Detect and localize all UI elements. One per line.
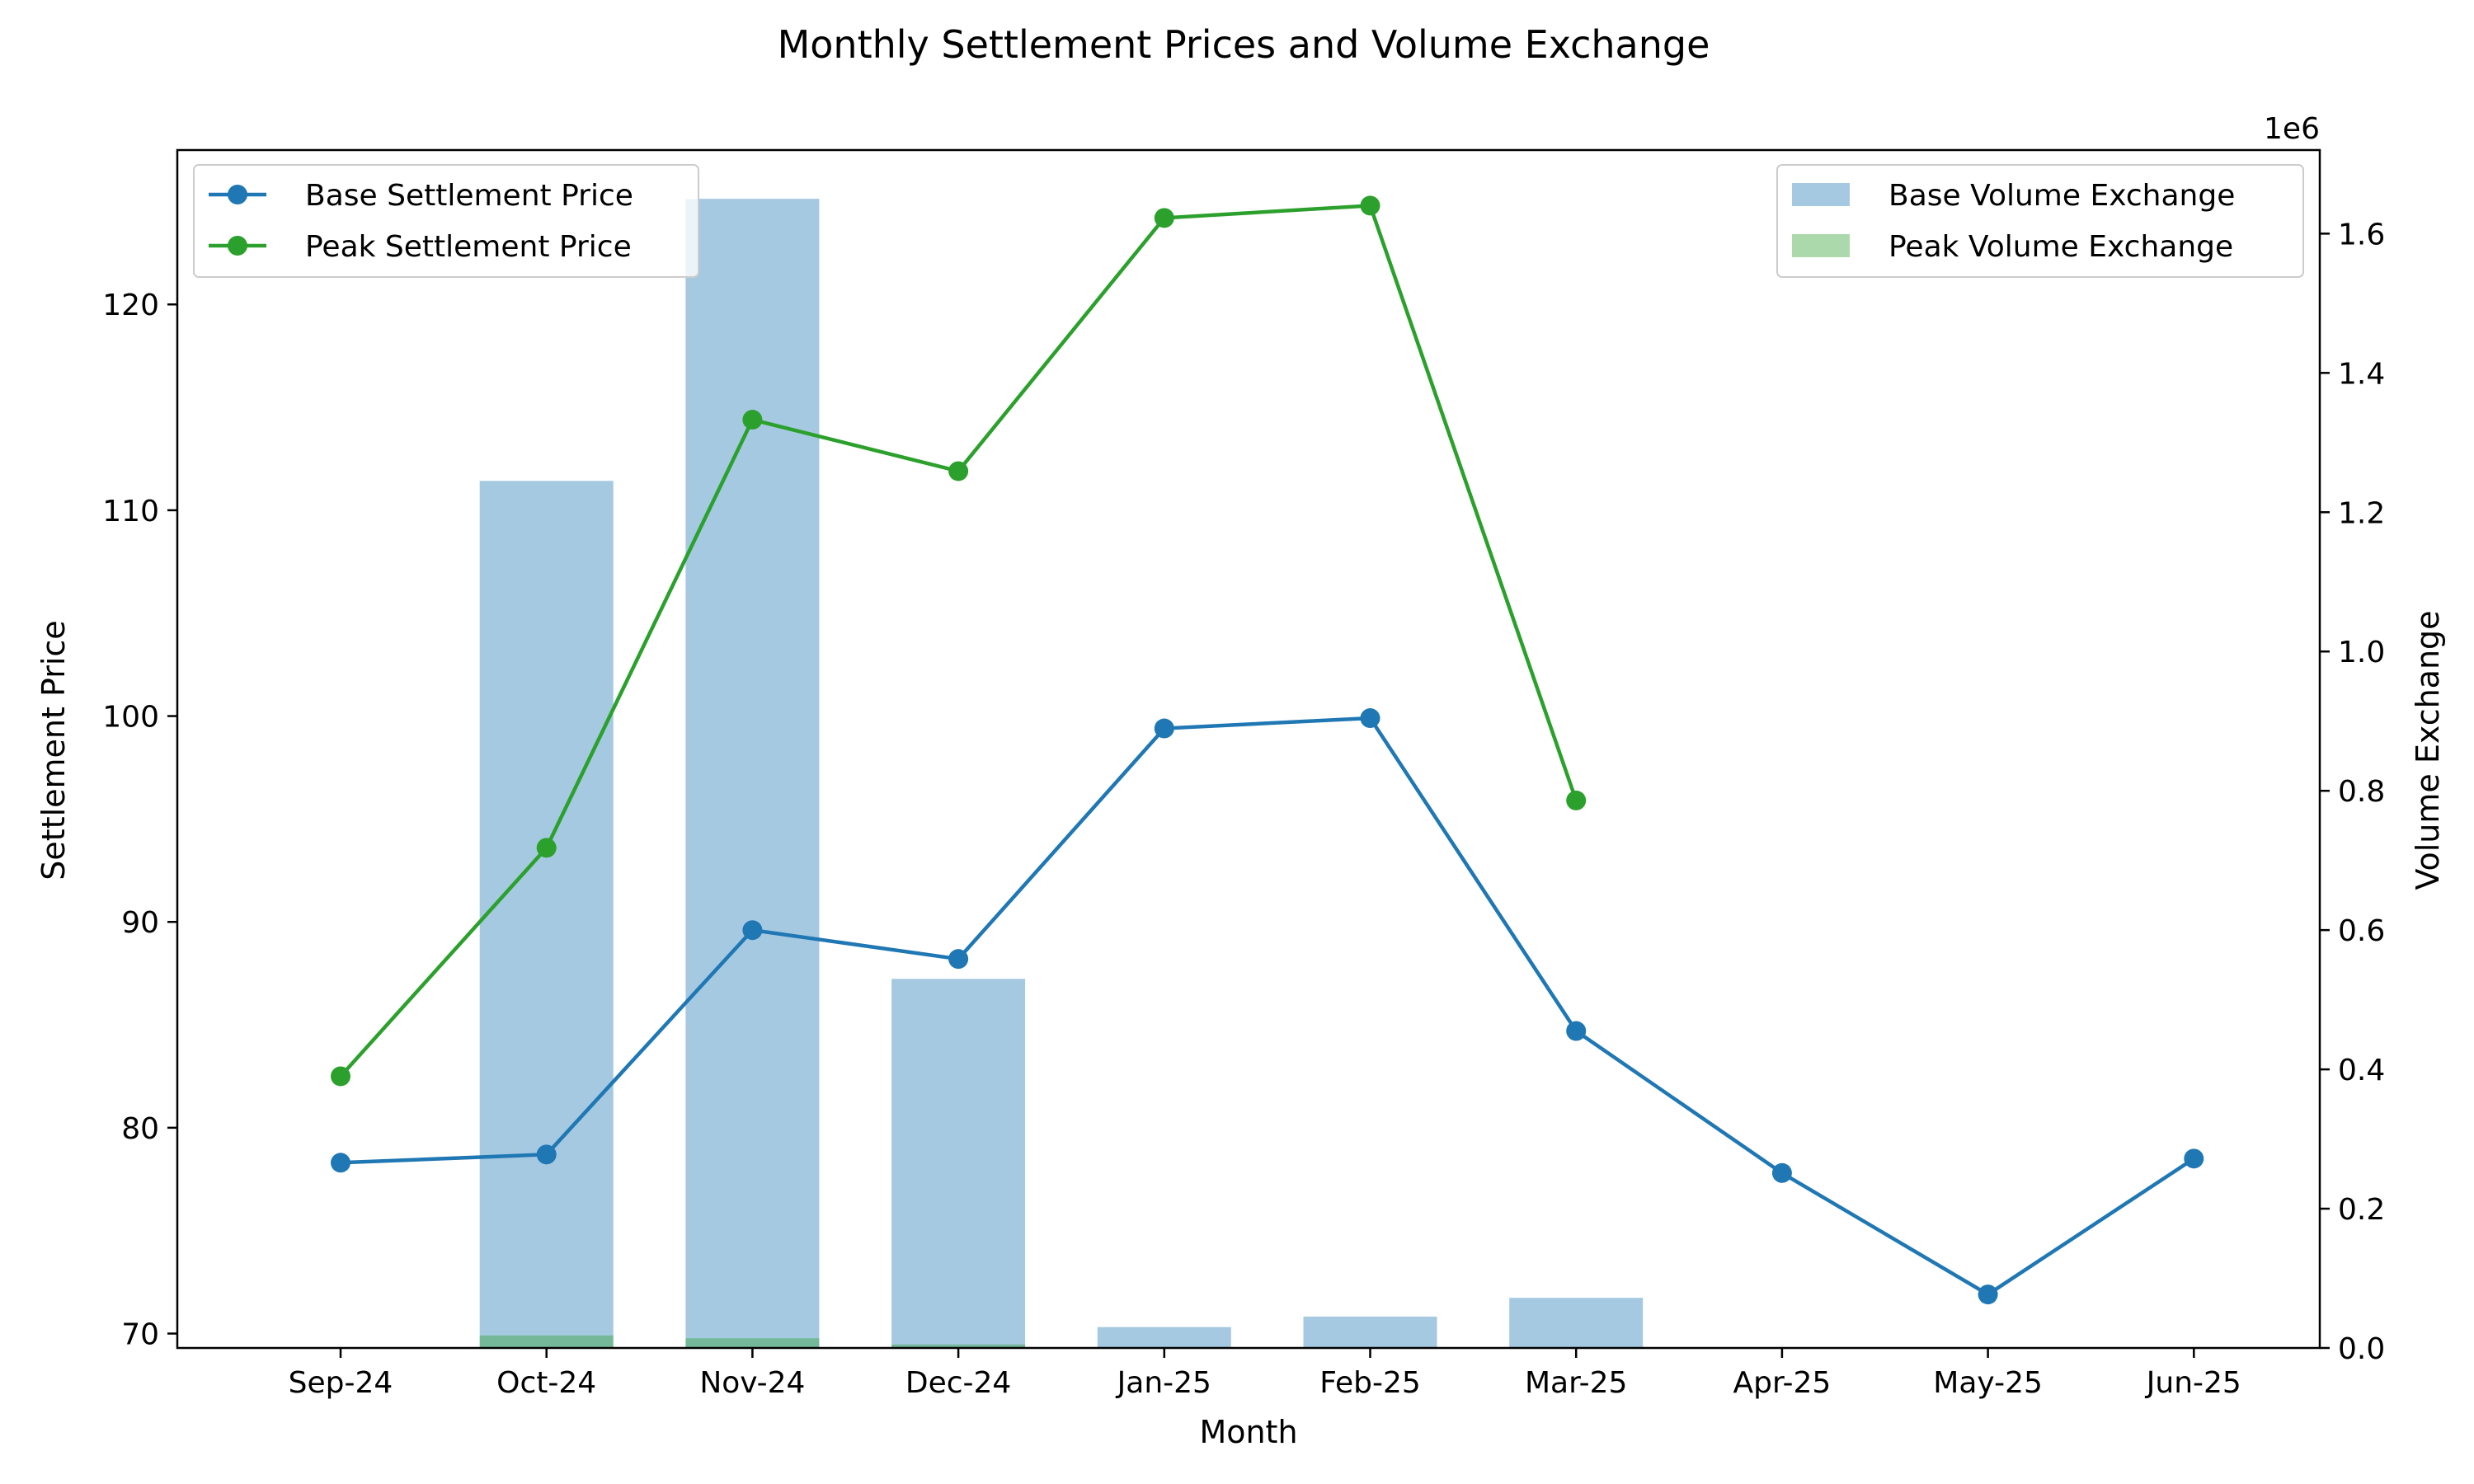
legend-label-base-settlement-price: Base Settlement Price xyxy=(305,179,633,213)
x-tick-label-May-25: May-25 xyxy=(1933,1366,2043,1400)
chart-title: Monthly Settlement Prices and Volume Exc… xyxy=(778,22,1710,67)
y-left-tick-label-80: 80 xyxy=(121,1112,159,1146)
legend-lines: Base Settlement Price Peak Settlement Pri… xyxy=(193,164,699,278)
y-right-tick-label-0: 0.0 xyxy=(2338,1332,2385,1366)
point-peak-Mar-25 xyxy=(1566,790,1587,810)
point-base-Feb-25 xyxy=(1360,708,1380,729)
x-axis: Sep-24 Oct-24 Nov-24 Dec-24 Jan-25 Feb-25 Mar-… xyxy=(289,1348,2241,1400)
y-right-tick-label-4: 0.8 xyxy=(2338,775,2385,809)
point-base-Apr-25 xyxy=(1771,1162,1792,1183)
bar-peak-Oct-24 xyxy=(479,1335,614,1348)
bar-base-Jan-25 xyxy=(1097,1327,1231,1348)
point-base-Dec-24 xyxy=(948,949,969,970)
y-axis-right: 0.0 0.2 0.4 0.6 0.8 1.0 1.2 1.4 1.6 xyxy=(2320,218,2385,1366)
y-right-tick-label-7: 1.4 xyxy=(2338,357,2385,391)
bar-peak-Nov-24 xyxy=(685,1338,820,1348)
point-base-Oct-24 xyxy=(536,1144,557,1165)
bar-base-Dec-24 xyxy=(891,979,1026,1348)
point-base-May-25 xyxy=(1978,1284,1998,1305)
point-peak-Oct-24 xyxy=(536,838,557,858)
point-peak-Dec-24 xyxy=(948,461,969,481)
y-left-tick-label-90: 90 xyxy=(121,906,159,940)
y-right-tick-label-3: 0.6 xyxy=(2338,914,2385,948)
bar-base-Feb-25 xyxy=(1303,1316,1437,1348)
y-left-tick-label-120: 120 xyxy=(102,289,159,322)
point-peak-Sep-24 xyxy=(331,1066,350,1087)
x-axis-title: Month xyxy=(1199,1414,1297,1450)
legend-swatch-peak-volume xyxy=(1792,234,1850,257)
x-tick-label-Sep-24: Sep-24 xyxy=(289,1366,393,1400)
bar-base-Nov-24 xyxy=(685,199,820,1348)
y-left-tick-label-100: 100 xyxy=(102,701,159,735)
bars-layer xyxy=(479,199,1644,1348)
legend-marker-base xyxy=(228,185,247,204)
y-axis-right-multiplier: 1e6 xyxy=(2264,112,2320,146)
point-base-Mar-25 xyxy=(1566,1021,1587,1041)
legend-label-base-volume-exchange: Base Volume Exchange xyxy=(1888,179,2235,213)
point-base-Nov-24 xyxy=(742,920,763,941)
x-tick-label-Dec-24: Dec-24 xyxy=(905,1366,1011,1400)
y-right-tick-label-8: 1.6 xyxy=(2338,218,2385,251)
line-base-settlement-price xyxy=(340,716,2195,1297)
x-tick-label-Mar-25: Mar-25 xyxy=(1525,1366,1627,1400)
point-base-Sep-24 xyxy=(331,1153,350,1173)
bar-base-Mar-25 xyxy=(1509,1298,1644,1348)
point-base-Jan-25 xyxy=(1154,718,1174,739)
point-base-Jun-25 xyxy=(2184,1148,2204,1169)
x-tick-label-Nov-24: Nov-24 xyxy=(699,1366,805,1400)
x-tick-label-Oct-24: Oct-24 xyxy=(496,1366,596,1400)
y-axis-left-title: Settlement Price xyxy=(35,620,72,880)
legend-label-peak-volume-exchange: Peak Volume Exchange xyxy=(1888,230,2233,264)
y-left-tick-label-70: 70 xyxy=(121,1318,159,1352)
y-right-tick-label-1: 0.2 xyxy=(2338,1193,2385,1227)
y-axis-left: 70 80 90 100 110 120 xyxy=(102,289,177,1352)
bar-base-Oct-24 xyxy=(479,481,614,1348)
legend-swatch-base-volume xyxy=(1792,183,1850,206)
x-tick-label-Jun-25: Jun-25 xyxy=(2145,1366,2241,1400)
lines-layer xyxy=(331,195,2204,1305)
legend-label-peak-settlement-price: Peak Settlement Price xyxy=(305,230,632,264)
y-left-tick-label-110: 110 xyxy=(102,495,159,528)
x-tick-label-Feb-25: Feb-25 xyxy=(1319,1366,1421,1400)
legend-marker-peak xyxy=(228,236,247,256)
y-right-tick-label-5: 1.0 xyxy=(2338,636,2385,669)
point-peak-Jan-25 xyxy=(1154,208,1174,228)
y-right-tick-label-6: 1.2 xyxy=(2338,496,2385,530)
plot-frame xyxy=(176,148,2321,1350)
point-peak-Feb-25 xyxy=(1360,195,1380,216)
point-peak-Nov-24 xyxy=(742,410,763,430)
x-tick-label-Jan-25: Jan-25 xyxy=(1116,1366,1211,1400)
x-tick-label-Apr-25: Apr-25 xyxy=(1733,1366,1832,1400)
y-axis-right-title: Volume Exchange xyxy=(2410,610,2446,890)
legend-bars: Base Volume Exchange Peak Volume Exchange xyxy=(1776,164,2304,278)
y-right-tick-label-2: 0.4 xyxy=(2338,1054,2385,1087)
legend-lines-frame xyxy=(193,164,699,278)
bar-peak-Dec-24 xyxy=(891,1344,1026,1348)
legend-bars-frame xyxy=(1776,164,2304,278)
